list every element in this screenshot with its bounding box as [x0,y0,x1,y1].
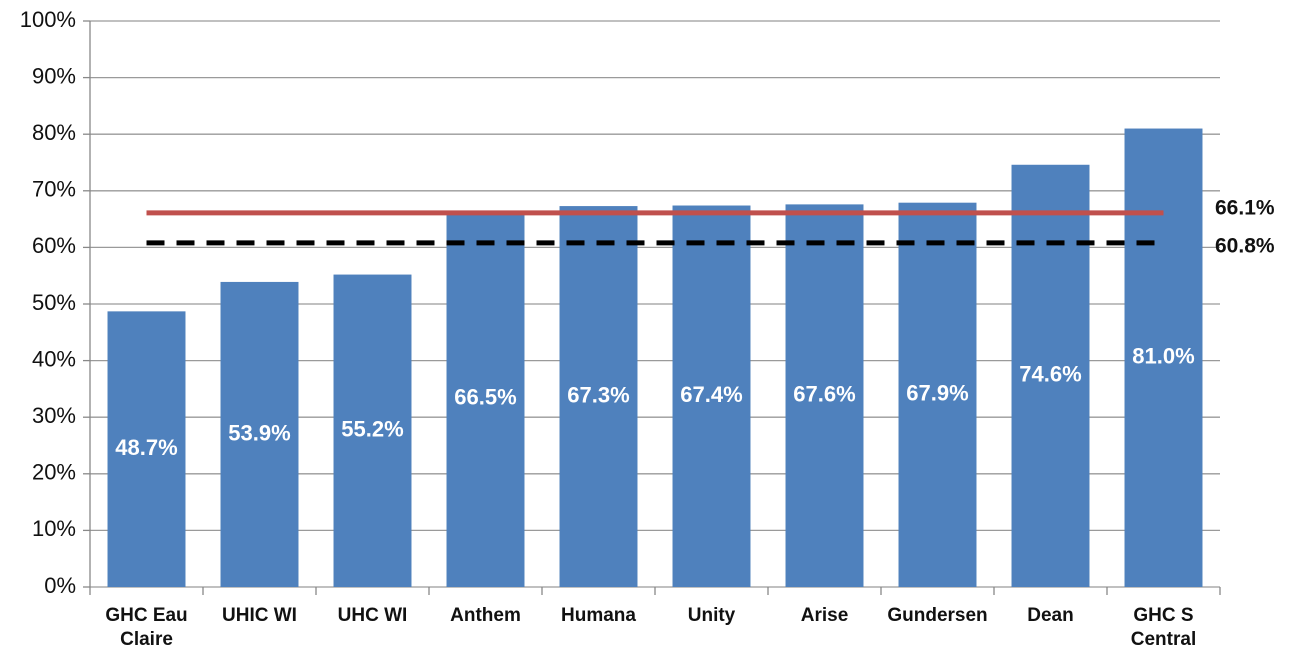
x-tick-label: Humana [561,605,636,626]
value-label: 55.2% [341,417,403,442]
bar [672,205,751,588]
bar [559,206,638,587]
bar [107,311,186,587]
x-tick-label: UHIC WI [222,605,297,626]
y-tick-label: 70% [32,177,76,202]
value-label: 67.4% [680,382,742,407]
y-tick-label: 90% [32,63,76,88]
reference-label: 66.1% [1215,196,1275,219]
value-label: 67.6% [793,382,855,407]
value-label: 74.6% [1019,362,1081,387]
bar [898,202,977,587]
y-tick-label: 50% [32,290,76,315]
y-tick-label: 10% [32,516,76,541]
bar [333,274,412,587]
y-tick-label: 100% [20,7,76,32]
bar [1011,164,1090,587]
y-tick-label: 60% [32,233,76,258]
x-tick-label: Arise [800,605,849,626]
y-tick-label: 0% [44,573,76,598]
x-tick-label: Unity [687,605,736,626]
reference-label: 60.8% [1215,234,1275,257]
y-tick-label: 80% [32,120,76,145]
value-label: 67.3% [567,382,629,407]
value-label: 53.9% [228,420,290,445]
x-tick-label: GHC Eau Claire [105,605,188,650]
y-tick-label: 20% [32,460,76,485]
value-label: 66.5% [454,385,516,410]
x-tick-label: Anthem [450,605,521,626]
bar [785,204,864,587]
bar [220,281,299,587]
value-label: 81.0% [1132,344,1194,369]
x-tick-label: Gundersen [887,605,988,626]
bar [1124,128,1203,588]
value-label: 67.9% [906,381,968,406]
x-tick-label: Dean [1027,605,1074,626]
value-label: 48.7% [115,435,177,460]
y-tick-label: 30% [32,403,76,428]
x-tick-label: UHC WI [337,605,408,626]
bar [446,210,525,588]
y-tick-label: 40% [32,346,76,371]
x-tick-label: GHC S Central [1130,605,1197,650]
